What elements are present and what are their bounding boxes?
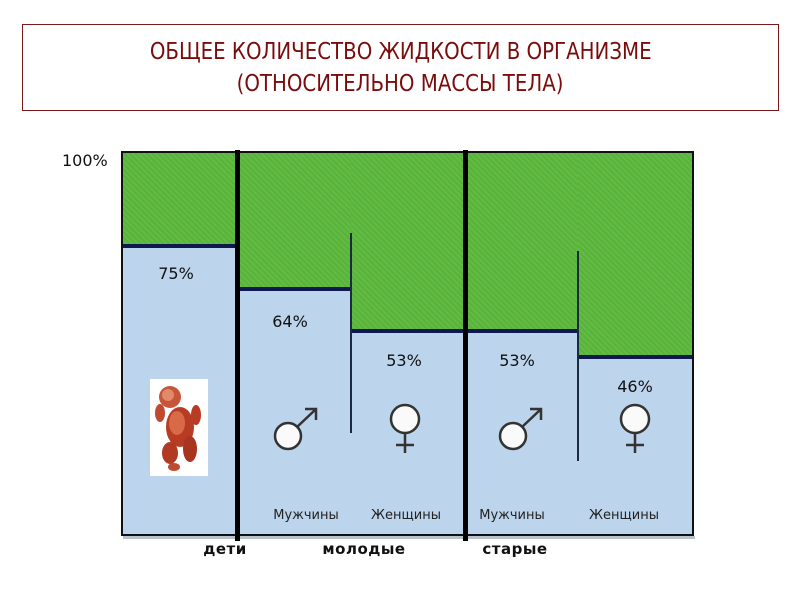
- bar-young-men-remainder: [237, 152, 351, 289]
- bar-young-men-water: [237, 289, 351, 535]
- water-level-line: [237, 287, 351, 291]
- value-label-old-men: 53%: [499, 351, 535, 370]
- water-level-line: [122, 244, 237, 248]
- sex-label-old-women: Женщины: [589, 508, 659, 523]
- male-symbol-icon: [273, 407, 318, 451]
- value-label-old-women: 46%: [617, 377, 653, 396]
- chart-shadow: [123, 536, 695, 539]
- group-divider: [463, 150, 468, 541]
- sex-divider: [350, 233, 352, 433]
- sex-label-old-men: Мужчины: [479, 508, 545, 523]
- female-symbol-icon: [619, 403, 651, 453]
- title-line-1: ОБЩЕЕ КОЛИЧЕСТВО ЖИДКОСТИ В ОРГАНИЗМЕ: [149, 38, 652, 65]
- baby-icon: [155, 386, 201, 471]
- baby-image: [150, 379, 208, 476]
- value-label-young-men: 64%: [272, 312, 308, 331]
- female-symbol-icon: [389, 403, 421, 453]
- water-level-line: [578, 355, 693, 359]
- title-box: ОБЩЕЕ КОЛИЧЕСТВО ЖИДКОСТИ В ОРГАНИЗМЕ (О…: [22, 24, 779, 111]
- chart-frame: [121, 151, 694, 536]
- sex-label-young-men: Мужчины: [273, 508, 339, 523]
- bar-old-women-remainder: [578, 152, 693, 357]
- sex-divider: [577, 251, 579, 461]
- water-level-line: [351, 329, 465, 333]
- value-label-children: 75%: [158, 264, 194, 283]
- group-label-children: дети: [203, 540, 247, 558]
- bar-old-men-remainder: [465, 152, 578, 331]
- male-symbol-icon: [498, 407, 543, 451]
- sex-label-young-women: Женщины: [371, 508, 441, 523]
- bar-young-women-remainder: [351, 152, 465, 331]
- water-level-line: [465, 329, 578, 333]
- title-line-2: (ОТНОСИТЕЛЬНО МАССЫ ТЕЛА): [237, 70, 564, 97]
- group-label-young: молодые: [322, 540, 406, 558]
- group-label-old: старые: [482, 540, 548, 558]
- y-axis-100-label: 100%: [62, 151, 108, 170]
- group-divider: [235, 150, 240, 541]
- bar-children-remainder: [122, 152, 237, 246]
- value-label-young-women: 53%: [386, 351, 422, 370]
